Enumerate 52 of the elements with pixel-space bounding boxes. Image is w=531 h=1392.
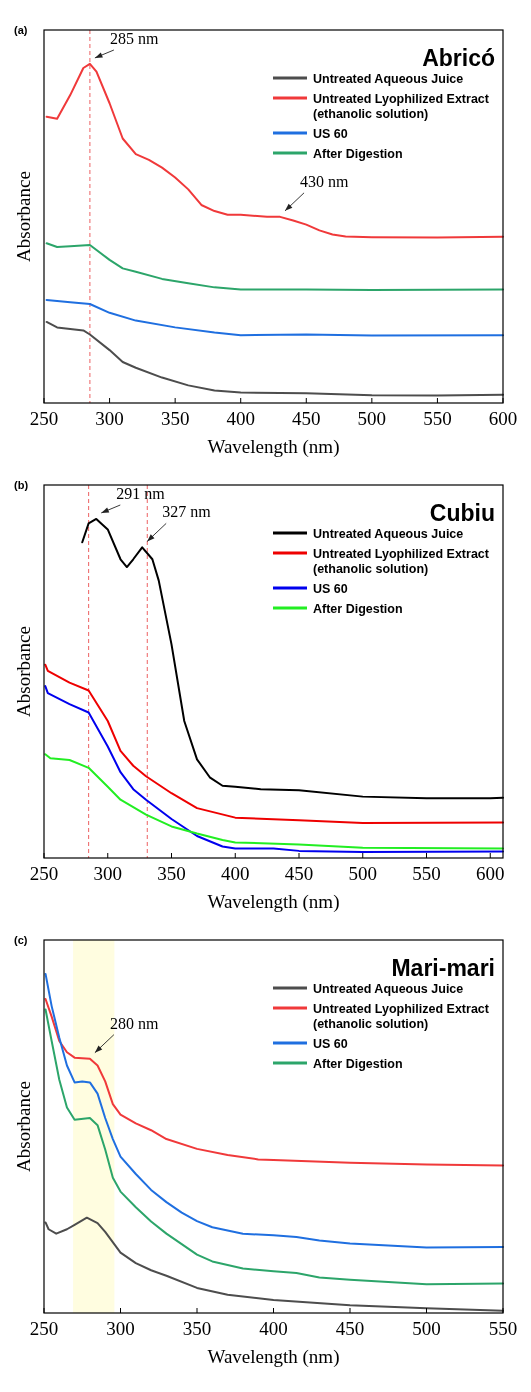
annotation: 285 nm <box>109 30 159 47</box>
x-tick-label: 350 <box>157 863 186 884</box>
legend-label: After Digestion <box>313 146 403 161</box>
x-tick-label: 250 <box>29 408 59 429</box>
x-tick-label: 300 <box>93 863 122 884</box>
annotation: 430 nm <box>300 172 350 190</box>
legend-label: US 60 <box>313 126 348 141</box>
legend-label: After Digestion <box>313 1056 403 1071</box>
y-axis-title: Absorbance <box>13 171 34 262</box>
x-tick-label: 300 <box>95 408 124 429</box>
legend-label: US 60 <box>313 1036 348 1051</box>
x-axis-title: Wavelength (nm) <box>207 891 340 913</box>
legend-label: Untreated Aqueous Juice <box>313 981 464 996</box>
legend-label: Untreated Lyophilized Extract (ethanolic solution) <box>313 546 490 576</box>
x-tick-label: 350 <box>182 1318 212 1339</box>
x-tick-label: 600 <box>476 863 505 884</box>
annotation: 280 nm <box>109 1014 159 1032</box>
x-tick-label: 450 <box>292 408 321 429</box>
chart-title: Abricó <box>422 45 495 71</box>
x-tick-label: 400 <box>259 1318 288 1339</box>
x-tick-label: 550 <box>412 863 441 884</box>
y-axis-title: Absorbance <box>13 1081 34 1172</box>
x-tick-label: 400 <box>221 863 250 884</box>
annotation: 327 nm <box>162 503 212 521</box>
x-tick-label: 600 <box>488 408 518 429</box>
chart-title: Cubiu <box>429 500 495 526</box>
x-tick-label: 250 <box>29 863 59 884</box>
legend-label: Untreated Lyophilized Extract (ethanolic solution) <box>313 91 490 121</box>
x-tick-label: 350 <box>160 408 190 429</box>
x-tick-label: 450 <box>284 863 314 884</box>
chart-title: Mari-mari <box>391 955 495 981</box>
x-tick-label: 250 <box>29 1318 59 1339</box>
legend-label: Untreated Aqueous Juice <box>313 71 464 86</box>
x-tick-label: 500 <box>412 1318 441 1339</box>
x-tick-label: 550 <box>423 408 452 429</box>
annotation: 291 nm <box>116 485 166 502</box>
legend-label: After Digestion <box>313 601 403 616</box>
x-tick-label: 500 <box>348 863 377 884</box>
text: (a) <box>14 24 28 36</box>
x-tick-label: 550 <box>488 1318 518 1339</box>
x-tick-label: 400 <box>226 408 255 429</box>
x-tick-label: 300 <box>106 1318 135 1339</box>
x-tick-label: 450 <box>335 1318 365 1339</box>
x-axis-title: Wavelength (nm) <box>207 1346 340 1368</box>
text: (c) <box>14 934 28 946</box>
x-tick-label: 500 <box>357 408 387 429</box>
x-axis-title: Wavelength (nm) <box>207 436 340 458</box>
text: (b) <box>14 479 29 491</box>
legend-label: Untreated Lyophilized Extract (ethanolic solution) <box>313 1001 490 1031</box>
legend-label: US 60 <box>313 581 348 596</box>
legend-label: Untreated Aqueous Juice <box>313 526 464 541</box>
y-axis-title: Absorbance <box>13 626 34 717</box>
